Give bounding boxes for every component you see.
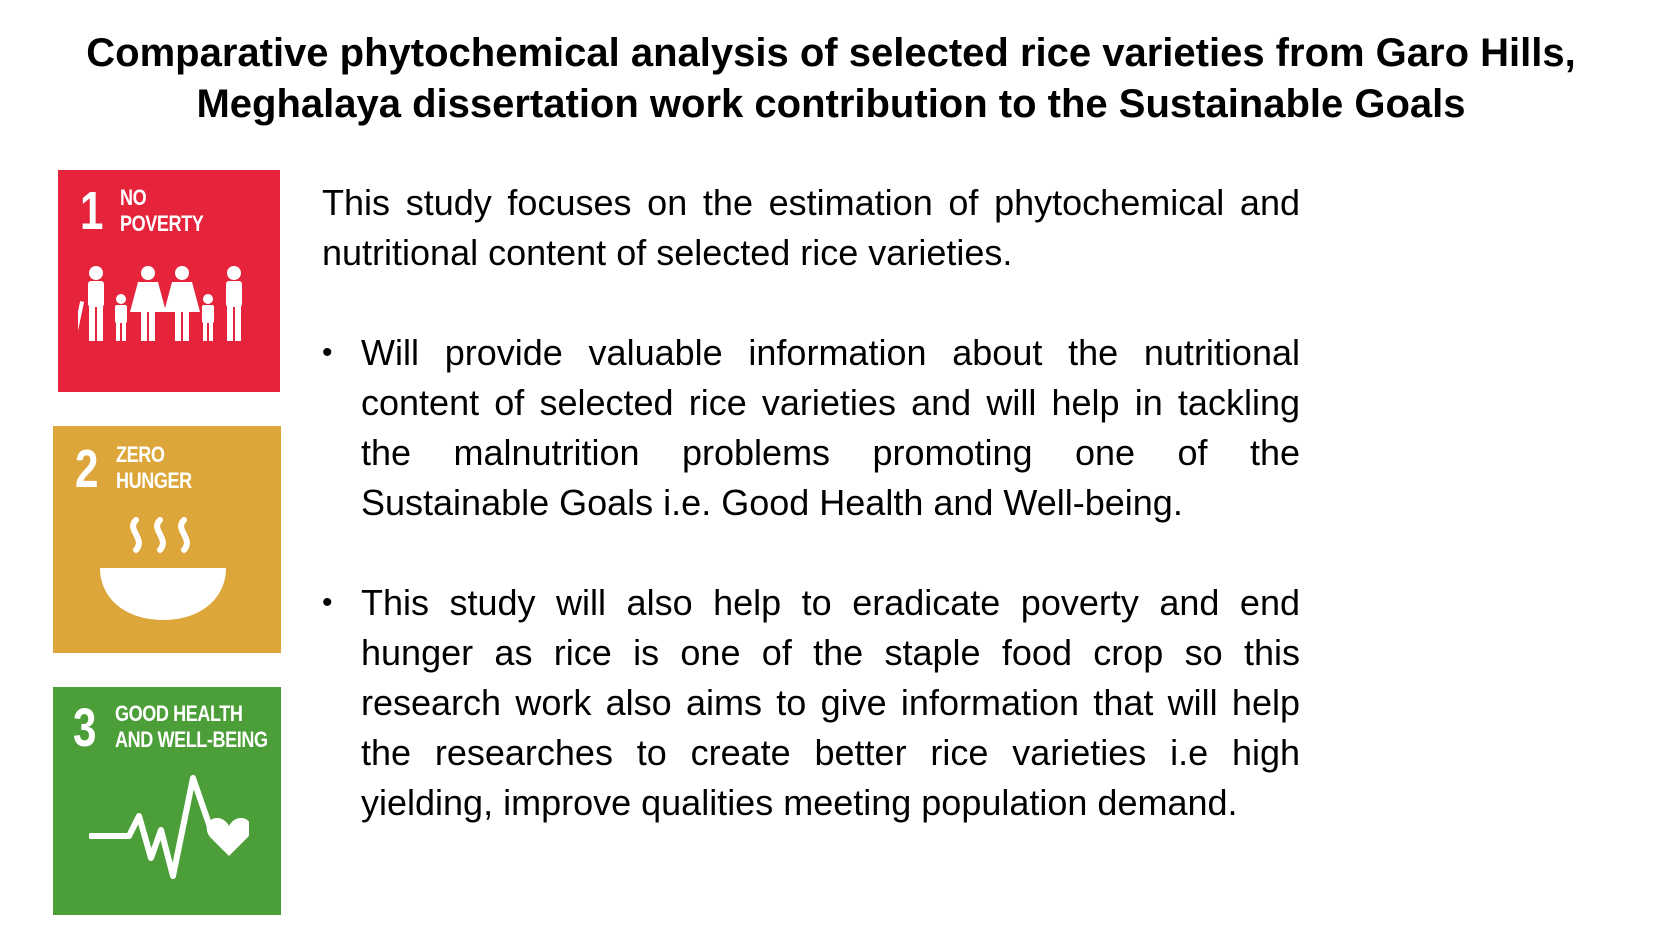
list-item: • This study will also help to eradicate… xyxy=(322,578,1300,828)
bullet-glyph: • xyxy=(322,336,333,369)
sdg-tile-good-health: 3 GOOD HEALTH AND WELL-BEING xyxy=(53,687,281,915)
sdg-number: 3 xyxy=(73,698,97,758)
bullet-list: • Will provide valuable information abou… xyxy=(322,328,1300,828)
sdg-label: ZERO HUNGER xyxy=(116,442,192,493)
sdg-number: 2 xyxy=(75,439,99,499)
family-icon xyxy=(78,266,242,341)
title-line-2: Meghalaya dissertation work contribution… xyxy=(196,82,1466,126)
title-line-1: Comparative phytochemical analysis of se… xyxy=(86,31,1576,75)
sdg-label: NO POVERTY xyxy=(120,185,204,236)
bullet-text: Will provide valuable information about … xyxy=(361,332,1300,523)
sdg-number: 1 xyxy=(80,181,104,241)
slide-title: Comparative phytochemical analysis of se… xyxy=(40,28,1622,130)
bowl-icon xyxy=(100,517,226,620)
list-item: • Will provide valuable information abou… xyxy=(322,328,1300,528)
slide-body: This study focuses on the estimation of … xyxy=(322,178,1300,828)
sdg-tile-no-poverty: 1 NO POVERTY xyxy=(58,170,280,392)
bullet-glyph: • xyxy=(322,586,333,619)
heartbeat-icon xyxy=(89,775,249,879)
sdg-label: GOOD HEALTH AND WELL-BEING xyxy=(115,701,268,752)
intro-paragraph: This study focuses on the estimation of … xyxy=(322,182,1300,273)
bullet-text: This study will also help to eradicate p… xyxy=(361,582,1300,823)
sdg-tile-zero-hunger: 2 ZERO HUNGER xyxy=(53,426,281,653)
